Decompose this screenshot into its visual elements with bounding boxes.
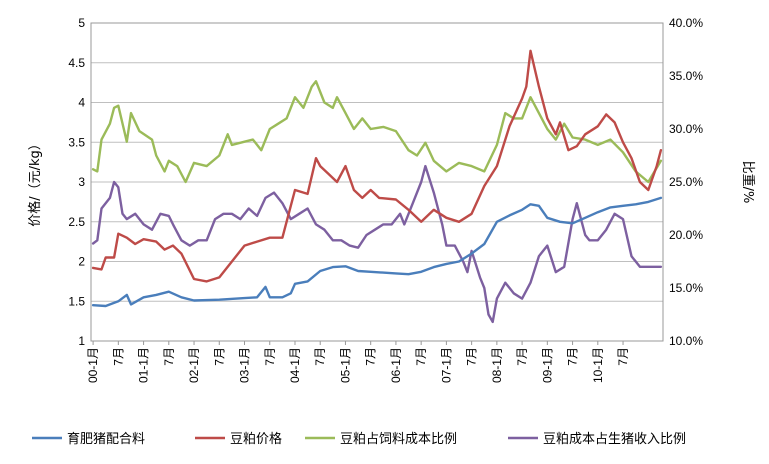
legend-label: 豆粕占饲料成本比例 bbox=[340, 432, 457, 447]
x-tick-label: 7月 bbox=[162, 347, 176, 366]
x-tick-label: 00-1月 bbox=[86, 347, 100, 383]
x-tick-label: 04-1月 bbox=[288, 347, 302, 383]
left-tick-label: 3.5 bbox=[68, 135, 85, 149]
series-line-1 bbox=[91, 196, 663, 308]
left-tick-label: 1 bbox=[78, 334, 85, 348]
right-y-axis: 10.0% 15.0% 20.0% 25.0% 30.0% 35.0% 40.0% bbox=[669, 16, 703, 348]
right-tick-label: 15.0% bbox=[669, 281, 703, 295]
right-tick-label: 35.0% bbox=[669, 69, 703, 83]
x-tick-label: 09-1月 bbox=[540, 347, 554, 383]
left-tick-label: 1.5 bbox=[68, 294, 85, 308]
x-tick-label: 03-1月 bbox=[238, 347, 252, 383]
x-tick-label: 7月 bbox=[364, 347, 378, 366]
series-line-2 bbox=[91, 49, 663, 283]
legend-label: 豆粕价格 bbox=[230, 431, 282, 447]
series-line-4 bbox=[91, 164, 663, 324]
x-tick-label: 7月 bbox=[263, 347, 277, 366]
left-tick-label: 3 bbox=[78, 175, 85, 189]
legend-label: 育肥猪配合料 bbox=[67, 431, 145, 447]
legend: 育肥猪配合料 豆粕价格 豆粕占饲料成本比例 豆粕成本占生猪收入比例 bbox=[32, 431, 686, 447]
right-tick-label: 40.0% bbox=[669, 16, 703, 30]
right-axis-title: 比重/% bbox=[740, 161, 756, 204]
left-tick-label: 2.5 bbox=[68, 215, 85, 229]
x-tick-label: 7月 bbox=[465, 347, 479, 366]
x-tick-label: 05-1月 bbox=[338, 347, 352, 383]
x-axis: 00-1月 7月 01-1月 7月 02-1月 7月 03-1月 7月 04-1月 7月 05-1月… bbox=[86, 341, 630, 383]
x-tick-label: 7月 bbox=[515, 347, 529, 366]
x-tick-label: 7月 bbox=[212, 347, 226, 366]
x-tick-label: 02-1月 bbox=[187, 347, 201, 383]
x-tick-label: 01-1月 bbox=[137, 347, 151, 383]
left-tick-label: 4.5 bbox=[68, 56, 85, 70]
left-tick-label: 2 bbox=[78, 255, 85, 269]
left-tick-label: 4 bbox=[78, 96, 85, 110]
x-tick-label: 7月 bbox=[313, 347, 327, 366]
x-tick-label: 10-1月 bbox=[591, 347, 605, 383]
x-tick-label: 7月 bbox=[566, 347, 580, 366]
x-tick-label: 07-1月 bbox=[439, 347, 453, 383]
right-tick-label: 30.0% bbox=[669, 122, 703, 136]
right-tick-label: 10.0% bbox=[669, 334, 703, 348]
x-tick-label: 08-1月 bbox=[490, 347, 504, 383]
x-tick-label: 7月 bbox=[414, 347, 428, 366]
grid-lines bbox=[91, 62, 663, 302]
right-tick-label: 20.0% bbox=[669, 228, 703, 242]
x-tick-label: 06-1月 bbox=[389, 347, 403, 383]
x-tick-label: 7月 bbox=[111, 347, 125, 366]
left-axis-title: 价格/（元/kg） bbox=[27, 137, 43, 227]
legend-label: 豆粕成本占生猪收入比例 bbox=[543, 432, 686, 447]
x-tick-label: 7月 bbox=[616, 347, 630, 366]
left-y-axis: 1 1.5 2 2.5 3 3.5 4 4.5 5 bbox=[68, 16, 85, 348]
series-line-3 bbox=[91, 80, 663, 184]
series-layer bbox=[91, 49, 663, 324]
plot-area-border bbox=[90, 22, 664, 342]
right-tick-label: 25.0% bbox=[669, 175, 703, 189]
left-tick-label: 5 bbox=[78, 16, 85, 30]
